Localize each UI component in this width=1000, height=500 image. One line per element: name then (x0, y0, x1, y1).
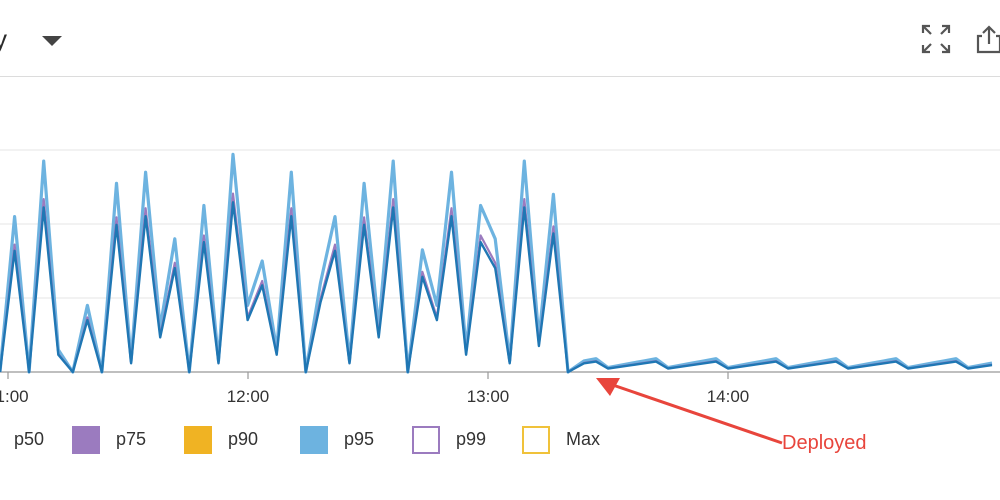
legend-label: p75 (116, 429, 147, 449)
legend-swatch (522, 426, 550, 454)
chevron-down-icon[interactable] (42, 36, 62, 46)
legend-label: Max (566, 429, 601, 449)
legend-label: p99 (456, 429, 487, 449)
expand-icon[interactable] (921, 24, 951, 54)
series-line-p50 (0, 201, 993, 374)
annotation-arrowhead (596, 378, 620, 396)
series-lines (0, 152, 993, 374)
metric-selector-label[interactable]: y (0, 24, 7, 54)
x-axis: 11:00 12:00 13:00 14:00 (0, 371, 1000, 406)
legend-swatch (412, 426, 440, 454)
legend-label: p95 (344, 429, 375, 449)
legend-swatch (72, 426, 100, 454)
annotation-arrow (603, 380, 783, 445)
x-tick-label: 11:00 (0, 387, 29, 406)
legend-label: p90 (228, 429, 259, 449)
legend-swatch (184, 426, 212, 454)
x-tick-label: 13:00 (467, 387, 510, 406)
chart-header: y (0, 0, 1000, 76)
deployed-annotation (596, 378, 783, 445)
legend-label: p50 (14, 429, 45, 449)
header-divider (0, 76, 1000, 77)
x-tick-label: 12:00 (227, 387, 270, 406)
share-icon[interactable] (974, 24, 1000, 54)
x-tick-label: 14:00 (707, 387, 750, 406)
annotation-label: Deployed (782, 432, 867, 454)
legend-swatch (300, 426, 328, 454)
